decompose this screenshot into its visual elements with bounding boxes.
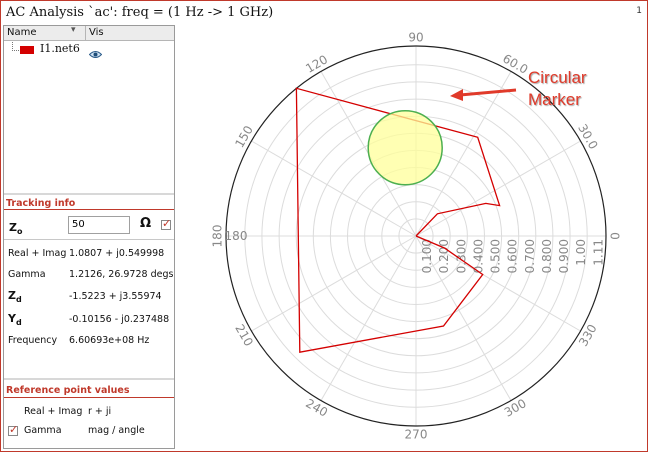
- grid-spoke: [415, 235, 512, 401]
- column-divider[interactable]: [85, 26, 86, 40]
- grid-spoke: [320, 235, 417, 401]
- gamma-value: 1.2126, 26.9728 degs: [69, 269, 174, 280]
- ref-real-imag-label: Real + Imag: [24, 406, 83, 417]
- radial-label: 0.200: [437, 239, 451, 273]
- reference-divider: [4, 397, 174, 398]
- angle-label: 300: [502, 396, 529, 420]
- z0-input[interactable]: 50: [68, 216, 130, 234]
- real-imag-label: Real + Imag: [8, 248, 67, 259]
- angle-label: 150: [232, 123, 256, 150]
- radial-label: 1.11: [591, 239, 605, 266]
- grid-ring: [244, 64, 588, 408]
- column-name-header[interactable]: Name: [7, 27, 37, 38]
- angle-label: 90: [408, 31, 423, 45]
- tracking-info-header: Tracking info: [6, 198, 76, 209]
- real-imag-value: 1.0807 + j0.549998: [69, 248, 165, 259]
- z0-checkbox[interactable]: [161, 217, 171, 230]
- radial-label: 0.700: [523, 239, 537, 273]
- angle-label: 180: [211, 225, 225, 248]
- circular-marker-callout: Circular Marker: [528, 67, 587, 111]
- radial-label: 0.600: [506, 239, 520, 273]
- radial-label: 0.800: [540, 239, 554, 273]
- ref-gamma-label: Gamma: [24, 425, 62, 436]
- signal-name[interactable]: I1.net6: [40, 42, 80, 55]
- callout-line1: Circular: [528, 68, 587, 87]
- radial-label: 0.400: [472, 239, 486, 273]
- plot-area[interactable]: 0 30.0 60.0 90 120 150 180 210 240 270 300 330 180 0.…: [176, 25, 646, 449]
- circular-marker: [367, 109, 443, 186]
- zd-label: Zd: [8, 289, 22, 305]
- eye-icon[interactable]: [88, 44, 103, 63]
- radial-label: 0.500: [489, 239, 503, 273]
- ref-real-imag-value: r + ji: [88, 406, 112, 417]
- ohm-unit: Ω: [140, 216, 152, 231]
- window-number: 1: [636, 6, 642, 16]
- angle-label: 0: [608, 232, 622, 240]
- frequency-label: Frequency: [8, 335, 58, 346]
- gamma-label: Gamma: [8, 269, 46, 280]
- angle-label: 60.0: [500, 51, 530, 76]
- trace-line: [295, 87, 501, 353]
- left-panel: Name ▾ Vis I1.net6 Tracking info Zo 50 Ω…: [3, 25, 175, 449]
- yd-label: Yd: [8, 312, 22, 328]
- grid-ring: [381, 201, 451, 271]
- reference-header: Reference point values: [6, 385, 130, 396]
- z0-symbol: Zo: [9, 221, 23, 237]
- grid-spoke: [251, 235, 417, 332]
- panel-splitter-2[interactable]: [4, 378, 174, 380]
- grid-spoke: [415, 140, 581, 237]
- radial-label: 0.100: [420, 239, 434, 273]
- panel-splitter[interactable]: [4, 193, 174, 195]
- angle-label: 240: [303, 396, 330, 420]
- sort-indicator-icon[interactable]: ▾: [71, 25, 76, 35]
- radial-label: 0.900: [557, 239, 571, 273]
- radial-label: 1.00: [574, 239, 588, 266]
- angle-label: 330: [576, 322, 600, 349]
- grid-ring: [278, 98, 554, 374]
- window-title: AC Analysis `ac': freq = (1 Hz -> 1 GHz): [6, 5, 274, 20]
- tracking-separator: [4, 239, 174, 240]
- ref-gamma-checkbox[interactable]: [8, 423, 18, 436]
- signal-color-swatch: [20, 46, 34, 54]
- tracking-info-divider: [4, 209, 174, 210]
- radial-label: 0.300: [454, 239, 468, 273]
- grid-ring: [398, 218, 434, 254]
- angle-label: 210: [232, 322, 256, 349]
- tree-branch-icon: [12, 42, 21, 51]
- callout-line2: Marker: [528, 90, 581, 109]
- yd-value: -0.10156 - j0.237488: [69, 314, 170, 325]
- zd-value: -1.5223 + j3.55974: [69, 291, 162, 302]
- grid-spoke: [415, 71, 512, 237]
- grid-spoke: [251, 140, 417, 237]
- grid-ring: [261, 81, 571, 391]
- angle-label: 30.0: [575, 122, 600, 152]
- signal-list-header: Name ▾ Vis: [4, 25, 174, 41]
- angle-label: 270: [405, 428, 428, 442]
- polar-chart[interactable]: 0 30.0 60.0 90 120 150 180 210 240 270 300 330 180 0.…: [176, 25, 646, 449]
- column-vis-header[interactable]: Vis: [89, 27, 104, 38]
- grid-spoke: [415, 235, 581, 332]
- left-axis-label: 180: [225, 229, 248, 243]
- outer-ring: [225, 45, 607, 427]
- grid-ring: [364, 184, 468, 288]
- frequency-value: 6.60693e+08 Hz: [69, 335, 150, 346]
- angle-label: 120: [303, 52, 330, 76]
- ref-gamma-value: mag / angle: [88, 425, 145, 436]
